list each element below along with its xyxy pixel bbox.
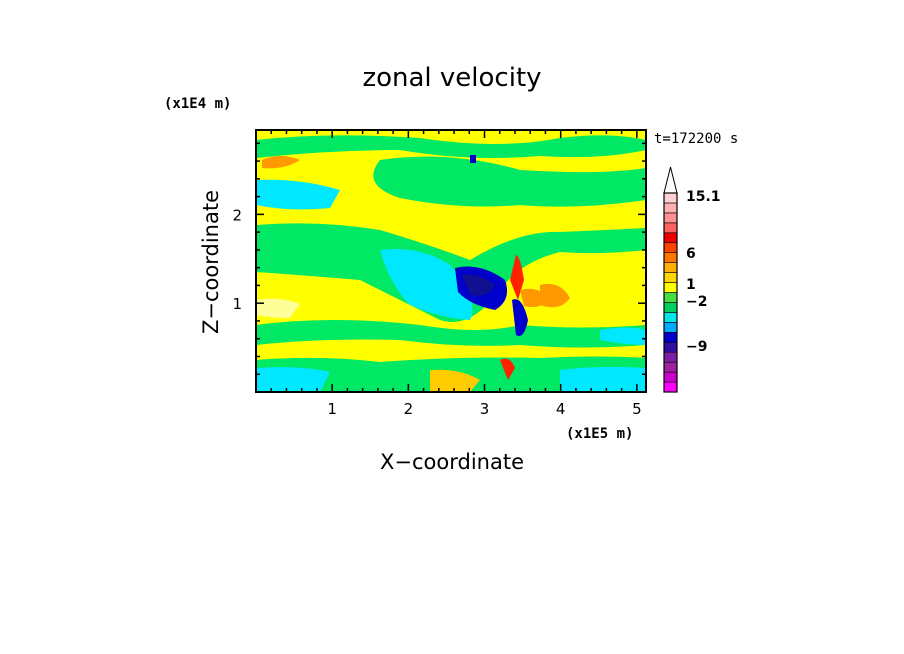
colorbar-swatch [663,322,678,333]
colorbar-swatch [663,232,678,244]
y-axis-label: Z−coordinate [199,190,223,334]
field-blob [520,288,548,308]
field-band [256,367,330,392]
axis-ticks [256,130,646,392]
colorbar-swatch [663,192,678,204]
field-blob [430,369,480,392]
field-blob [262,156,300,169]
colorbar-swatch [663,222,678,234]
colorbar-swatch [663,381,678,393]
x-axis-unit: (x1E5 m) [566,426,633,442]
colorbar-swatch [663,252,678,263]
time-label: t=172200 s [654,131,738,147]
y-tick-labels: 12 [232,206,242,313]
colorbar-swatch [663,371,678,383]
field-band [600,327,646,345]
field-band [256,135,646,158]
x-tick-label: 3 [480,400,490,418]
colorbar-label: 15.1 [686,189,721,205]
colorbar-swatch [663,212,678,224]
colorbar-frame [663,192,678,393]
plot-frame [255,129,647,393]
field-blob [510,255,524,300]
colorbar-labels: 15.1 6 1−2 −9 [686,189,721,355]
y-tick-label: 2 [232,206,242,224]
x-tick-label: 5 [632,400,642,418]
colorbar-swatch [663,292,678,303]
field-blob [540,283,570,308]
field-band [560,366,646,392]
colorbar-label: −2 [686,294,707,310]
y-tick-label: 1 [232,295,242,313]
velocity-field [256,130,646,392]
x-axis-label: X−coordinate [380,450,524,474]
field-band [256,179,340,210]
chart-title: zonal velocity [362,63,541,93]
x-tick-label: 1 [327,400,337,418]
y-axis-unit: (x1E4 m) [164,96,231,112]
x-tick-label: 2 [404,400,414,418]
colorbar-swatch [663,351,678,363]
colorbar-swatch [663,202,678,214]
colorbar-arrow [663,166,678,194]
field-band [256,298,300,318]
colorbar-label: 1 [686,277,696,293]
colorbar-label: −9 [686,339,707,355]
field-band [380,249,473,320]
field-blob [470,155,476,163]
colorbar-swatch [663,361,678,373]
field-blob [462,274,495,296]
colorbar [663,166,678,393]
colorbar-swatch [663,282,678,293]
field-blob [512,299,528,336]
colorbar-swatch [663,302,678,313]
field-blob [500,358,515,380]
colorbar-label: 6 [686,246,696,262]
colorbar-swatch [663,331,678,343]
colorbar-swatch [663,312,678,323]
field-band [256,320,646,348]
colorbar-swatch [663,341,678,353]
field-band [373,156,646,207]
x-tick-labels: 1 2 3 4 5 [327,400,641,418]
colorbar-swatch [663,272,678,283]
colorbar-swatch [663,242,678,253]
colorbar-swatch [663,262,678,273]
x-tick-label: 4 [556,400,566,418]
